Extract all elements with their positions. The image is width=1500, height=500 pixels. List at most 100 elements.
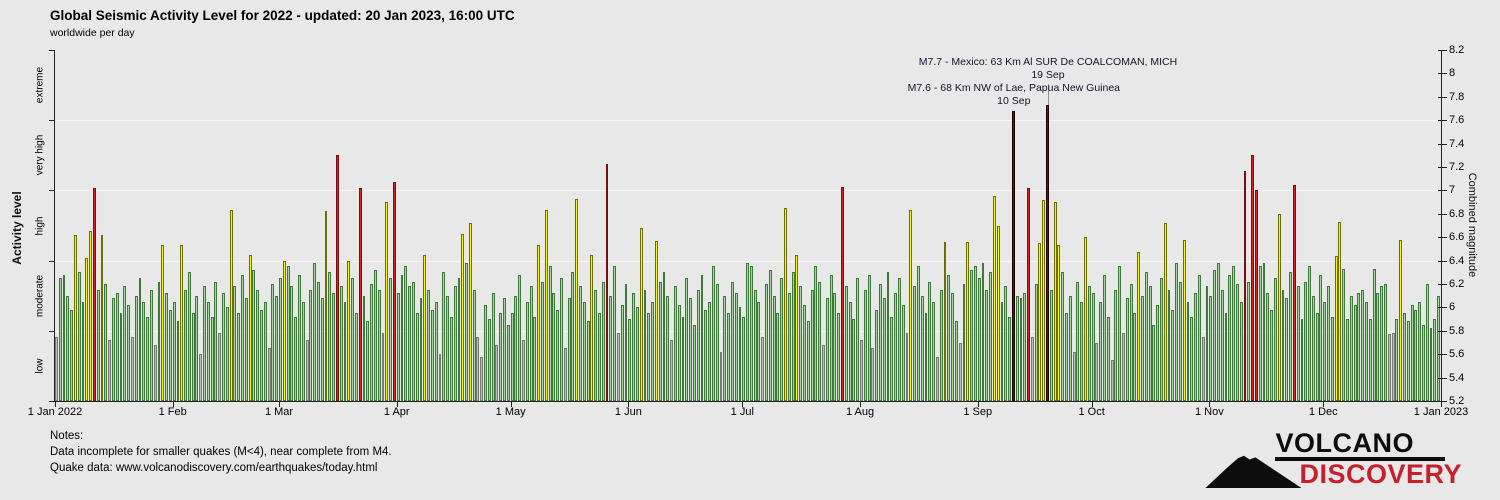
seismic-bar-day-197	[799, 286, 803, 401]
magnitude-tick-label: 5.6	[1449, 348, 1465, 361]
seismic-bar-day-114	[484, 305, 487, 401]
seismic-bar-day-148	[613, 266, 617, 401]
seismic-bar-day-308	[1220, 289, 1224, 401]
seismic-bar-day-349	[1376, 293, 1380, 401]
grid-line	[55, 120, 1441, 122]
seismic-bar-day-81	[358, 188, 362, 401]
seismic-bar-day-9	[85, 258, 89, 401]
seismic-bar-day-303	[1201, 336, 1205, 401]
seismic-bar-day-49	[237, 313, 241, 401]
seismic-bar-day-33	[176, 321, 180, 401]
seismic-bar-day-189	[768, 269, 772, 401]
right-axis-tick	[1438, 354, 1447, 356]
seismic-bar-day-290	[1152, 324, 1156, 401]
seismic-bar-day-65	[298, 274, 301, 401]
right-axis-tick	[1438, 96, 1447, 98]
seismic-bar-day-66	[301, 301, 305, 401]
seismic-bar-day-24	[142, 301, 146, 401]
right-axis-tick	[1438, 50, 1447, 51]
seismic-bar-day-40	[203, 286, 206, 401]
month-tick-label: 1 Oct	[1078, 406, 1105, 418]
seismic-bar-day-84	[370, 284, 374, 401]
seismic-bar-day-176	[719, 351, 723, 401]
magnitude-tick-label: 7.8	[1449, 90, 1465, 103]
seismic-bar-day-211	[852, 319, 856, 401]
seismic-bar-day-242	[970, 269, 974, 401]
seismic-bar-day-1	[55, 336, 58, 401]
seismic-bar-day-304	[1205, 286, 1209, 401]
seismic-bar-day-203	[822, 344, 825, 401]
x-axis-tick	[279, 401, 281, 407]
seismic-bar-day-95	[411, 281, 415, 401]
grid-line	[55, 190, 1441, 192]
seismic-bar-day-207	[837, 313, 841, 401]
seismic-bar-day-44	[218, 333, 222, 401]
activity-level-label-moderate: moderate	[34, 274, 46, 317]
seismic-bar-day-39	[199, 354, 203, 401]
seismic-bar-day-102	[438, 354, 442, 401]
seismic-bar-day-217	[875, 309, 879, 401]
seismic-bar-day-154	[635, 307, 639, 401]
seismic-bar-day-326	[1289, 272, 1292, 401]
seismic-bar-day-345	[1361, 289, 1365, 401]
annotation-text: M7.7 - Mexico: 63 Km Al SUR De COALCOMAN…	[918, 56, 1178, 68]
seismic-bar-day-5	[70, 309, 74, 401]
seismic-bar-day-199	[806, 321, 810, 401]
seismic-bar-day-265	[1057, 245, 1061, 401]
seismic-bar-day-137	[571, 272, 575, 401]
seismic-bar-day-116	[491, 293, 495, 401]
seismic-bar-day-237	[951, 293, 955, 401]
seismic-bar-day-230	[924, 313, 928, 401]
seismic-bar-day-255	[1019, 298, 1023, 401]
seismic-bar-day-288	[1144, 272, 1148, 401]
seismic-bar-day-330	[1304, 281, 1308, 401]
seismic-bar-day-351	[1384, 284, 1387, 401]
seismic-bar-day-117	[495, 344, 499, 401]
seismic-bar-day-223	[897, 278, 901, 401]
seismic-bar-day-292	[1160, 278, 1163, 401]
seismic-bar-day-267	[1065, 313, 1068, 401]
seismic-bar-day-78	[347, 260, 351, 401]
seismic-bar-day-232	[932, 301, 936, 401]
magnitude-tick-label: 5.2	[1449, 395, 1465, 407]
seismic-bar-day-53	[252, 269, 256, 401]
logo-discovery-text: DISCOVERY	[1299, 459, 1462, 489]
seismic-bar-day-225	[905, 333, 909, 401]
seismic-bar-day-337	[1330, 316, 1334, 401]
seismic-bar-day-195	[791, 272, 795, 401]
seismic-bar-day-107	[457, 278, 461, 401]
seismic-bar-day-310	[1228, 274, 1232, 401]
seismic-bar-day-316	[1251, 155, 1255, 401]
seismic-bar-day-101	[434, 301, 438, 401]
seismic-bar-day-187	[761, 336, 765, 401]
seismic-bar-day-146	[605, 163, 609, 401]
seismic-bar-day-280	[1114, 289, 1118, 401]
seismic-bar-day-193	[784, 207, 787, 401]
seismic-bar-day-15	[108, 340, 112, 401]
seismic-bar-day-298	[1182, 239, 1186, 401]
seismic-bar-day-282	[1122, 333, 1125, 401]
seismic-bar-day-301	[1194, 293, 1198, 401]
chart-title: Global Seismic Activity Level for 2022 -…	[50, 8, 515, 23]
seismic-bar-day-14	[104, 284, 108, 401]
seismic-bar-day-307	[1216, 262, 1220, 401]
seismic-bar-day-168	[689, 298, 693, 401]
seismic-bar-day-296	[1175, 262, 1179, 401]
seismic-bar-day-278	[1106, 316, 1110, 401]
seismic-bar-day-118	[499, 313, 503, 401]
seismic-bar-day-321	[1270, 309, 1273, 401]
seismic-bar-day-205	[829, 274, 833, 401]
seismic-bar-day-50	[241, 274, 244, 401]
seismic-bar-day-341	[1346, 319, 1349, 401]
seismic-bar-day-261	[1042, 199, 1046, 401]
seismic-bar-day-85	[373, 269, 377, 401]
seismic-bar-day-273	[1087, 286, 1091, 401]
seismic-bar-day-103	[442, 272, 446, 401]
seismic-bar-day-47	[229, 210, 233, 401]
seismic-bar-day-58	[271, 284, 275, 401]
x-axis-tick	[55, 401, 56, 407]
seismic-bar-day-145	[601, 281, 605, 401]
seismic-bar-day-357	[1406, 321, 1410, 401]
seismic-bar-day-215	[867, 274, 871, 401]
